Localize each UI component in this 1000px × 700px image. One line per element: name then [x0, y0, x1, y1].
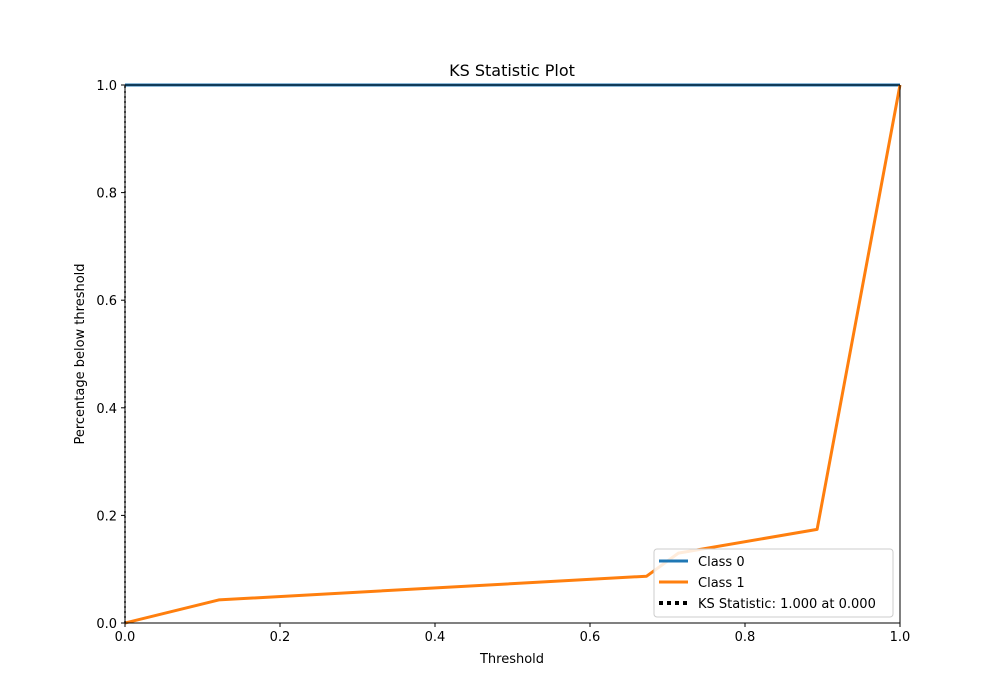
plot-area — [124, 83, 902, 625]
legend-label: Class 1 — [698, 576, 745, 591]
plot-background — [125, 85, 900, 623]
y-tick-label: 0.6 — [96, 294, 117, 309]
x-axis-label: Threshold — [479, 652, 544, 667]
y-tick-label: 0.0 — [96, 617, 117, 632]
y-tick-label: 0.2 — [96, 509, 117, 524]
x-tick-label: 1.0 — [890, 630, 911, 645]
x-tick-label: 0.6 — [580, 630, 601, 645]
legend-label: KS Statistic: 1.000 at 0.000 — [698, 597, 876, 612]
x-tick-label: 0.4 — [425, 630, 446, 645]
x-tick-label: 0.0 — [115, 630, 136, 645]
legend: Class 0 Class 1 KS Statistic: 1.000 at 0.0… — [653, 548, 894, 618]
y-axis: 0.0 0.2 0.4 0.6 0.8 1.0 — [96, 79, 125, 632]
chart-title: KS Statistic Plot — [449, 61, 575, 80]
legend-label: Class 0 — [698, 555, 745, 570]
plot-frame — [124, 84, 901, 624]
y-tick-label: 0.4 — [96, 402, 117, 417]
y-tick-label: 0.8 — [96, 187, 117, 202]
x-tick-label: 0.2 — [270, 630, 291, 645]
legend-frame — [653, 548, 894, 618]
x-tick-label: 0.8 — [735, 630, 756, 645]
y-axis-label: Percentage below threshold — [73, 263, 88, 444]
x-axis: 0.0 0.2 0.4 0.6 0.8 1.0 — [115, 623, 911, 645]
y-tick-label: 1.0 — [96, 79, 117, 94]
